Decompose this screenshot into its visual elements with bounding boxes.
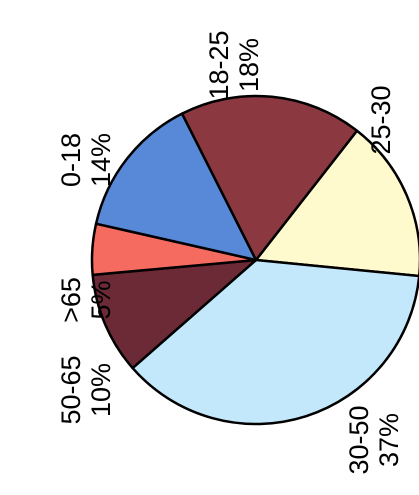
slice-percent-label: 14%: [86, 133, 116, 187]
slice-category-label: 50-65: [56, 355, 86, 424]
slice-percent-label: 10%: [86, 363, 116, 417]
pie-slice-50-65: [91, 258, 258, 370]
slice-label-group: 0-18 14%: [56, 133, 116, 187]
pie-labels: 25-30 30-50 37% 50-65 10% >65 5% 0-18 14% 18-25 18…: [56, 30, 404, 474]
slice-category-label: 30-50: [344, 405, 374, 474]
slice-label-group: 25-30: [366, 85, 396, 154]
pie-slices: [90, 94, 419, 426]
slice-percent-label: 37%: [374, 413, 404, 467]
slice-label-group: 18-25 18%: [204, 30, 264, 99]
slice-category-label: 18-25: [204, 30, 234, 99]
slice-percent-label: 18%: [234, 38, 264, 92]
slice-label-group: 30-50 37%: [344, 405, 404, 474]
slice-label-group: >65 5%: [56, 277, 116, 323]
slice-percent-label: 5%: [86, 280, 116, 319]
slice-label-group: 50-65 10%: [56, 355, 116, 424]
pie-slice-30-50: [131, 258, 419, 426]
pie-slice-18-25: [180, 94, 359, 262]
pie-slice-25-30: [254, 129, 419, 278]
slice-category-label: 0-18: [56, 133, 86, 187]
slice-category-label: 25-30: [366, 85, 396, 154]
slice-category-label: >65: [56, 277, 86, 323]
pie-slice-0-18: [94, 112, 258, 262]
